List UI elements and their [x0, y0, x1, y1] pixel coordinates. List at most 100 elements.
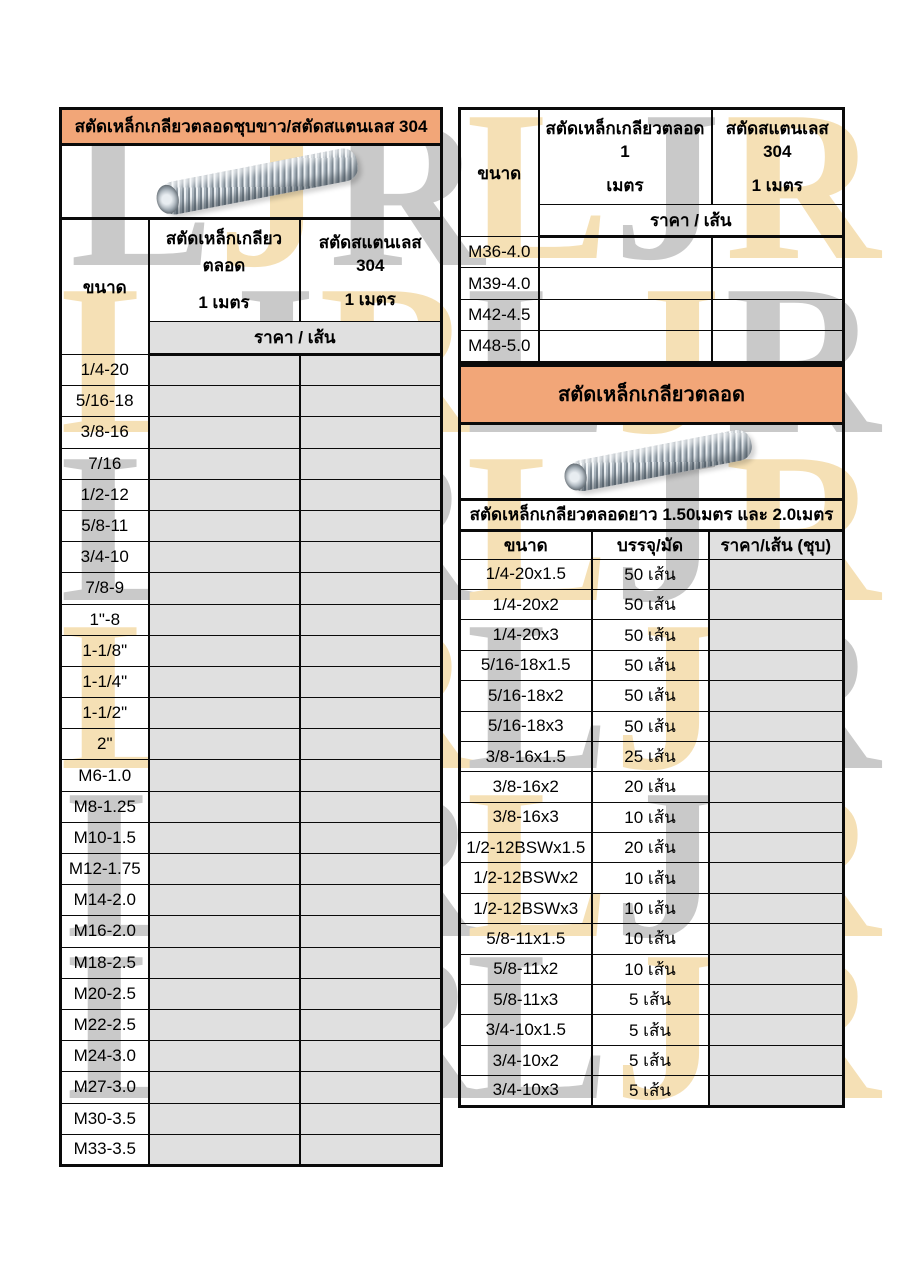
size-cell: M39-4.0 [459, 267, 539, 300]
lower-right-table: สตัดเหล็กเกลียวตลอด สตัดเหล็กเกลียวตลอดย… [458, 363, 845, 1108]
size-cell: 5/8-11x2 [459, 953, 592, 986]
size-cell: 3/4-10x3 [459, 1075, 592, 1107]
price-cell [707, 1044, 844, 1077]
price-cell-steel [147, 790, 300, 823]
left-col-header-size: ขนาด [60, 218, 149, 355]
price-cell-stainless [298, 759, 443, 792]
table-row: 1/4-20x2 50 เส้น [459, 588, 844, 621]
pack-qty-cell: 20 เส้น [590, 832, 709, 864]
price-cell-stainless [298, 634, 443, 667]
size-cell: M10-1.5 [60, 821, 149, 855]
right-col-header-stainless: สตัดสแตนเลส 304 1 เมตร [710, 108, 844, 205]
size-cell: M36-4.0 [459, 235, 539, 269]
lower-col-header-pack: บรรจุ/มัด [590, 529, 709, 560]
right-col-header-steel: สตัดเหล็กเกลียวตลอด 1 เมตร [537, 108, 712, 205]
size-cell: M33-3.5 [60, 1133, 149, 1166]
price-cell-stainless [298, 541, 443, 574]
size-cell: 1/2-12BSWx2 [459, 862, 592, 894]
price-cell [707, 984, 844, 1016]
price-cell-steel [147, 697, 300, 730]
table-row: 3/4-10x3 5 เส้น [459, 1075, 844, 1107]
table-row: 5/8-11x2 10 เส้น [459, 953, 844, 986]
table-row: M33-3.5 [60, 1133, 443, 1166]
price-cell [707, 892, 844, 925]
price-cell-stainless [298, 447, 443, 480]
price-cell-steel [147, 1040, 300, 1073]
price-cell [707, 801, 844, 834]
price-cell-steel [147, 478, 300, 511]
table-row: M48-5.0 [459, 330, 844, 363]
size-cell: M16-2.0 [60, 915, 149, 948]
size-cell: M20-2.5 [60, 977, 149, 1010]
price-cell-stainless [298, 821, 443, 855]
lower-right-caption: สตัดเหล็กเกลียวตลอดยาว 1.50เมตร และ 2.0เ… [459, 498, 844, 532]
size-cell: 5/16-18 [60, 385, 149, 418]
price-cell-steel [537, 235, 712, 269]
left-table-title: สตัดเหล็กเกลียวตลอดชุบขาว/สตัดสแตนเลส 30… [59, 108, 443, 146]
price-cell [707, 771, 844, 803]
pack-qty-cell: 10 เส้น [590, 923, 709, 955]
table-row: M42-4.5 [459, 298, 844, 332]
left-price-table: สตัดเหล็กเกลียวตลอดชุบขาว/สตัดสแตนเลส 30… [59, 107, 444, 1167]
size-cell: 2" [60, 728, 149, 761]
pack-qty-cell: 10 เส้น [590, 801, 709, 834]
size-cell: 5/8-11x1.5 [459, 923, 592, 955]
size-cell: M18-2.5 [60, 946, 149, 979]
size-cell: 3/8-16 [60, 416, 149, 449]
price-cell [707, 619, 844, 651]
price-cell-stainless [298, 603, 443, 636]
size-cell: 1/2-12 [60, 478, 149, 511]
price-cell-steel [537, 298, 712, 332]
size-cell: 1"-8 [60, 603, 149, 636]
price-cell-stainless [710, 298, 844, 332]
pack-qty-cell: 50 เส้น [590, 619, 709, 651]
table-row: 1-1/4" [60, 665, 443, 699]
size-cell: 5/8-11 [60, 509, 149, 543]
lower-col-header-price: ราคา/เส้น (ชุบ) [707, 529, 844, 560]
size-cell: 1/4-20x3 [459, 619, 592, 651]
size-cell: 3/4-10x2 [459, 1044, 592, 1077]
pack-qty-cell: 50 เส้น [590, 649, 709, 682]
size-cell: 5/16-18x3 [459, 710, 592, 742]
price-cell [707, 1014, 844, 1046]
table-row: M24-3.0 [60, 1040, 443, 1073]
left-col-header-stainless: สตัดสแตนเลส 304 1 เมตร [298, 218, 443, 322]
size-cell: 1/4-20x1.5 [459, 558, 592, 590]
price-cell [707, 558, 844, 590]
table-row: M30-3.5 [60, 1102, 443, 1135]
table-row: 7/8-9 [60, 572, 443, 605]
table-row: 1/2-12BSWx3 10 เส้น [459, 892, 844, 925]
threaded-rod-image [463, 425, 840, 497]
size-cell: 7/16 [60, 447, 149, 480]
table-row: M36-4.0 [459, 235, 844, 269]
price-cell-stainless [298, 1008, 443, 1042]
table-row: M22-2.5 [60, 1008, 443, 1042]
table-row: 3/4-10x2 5 เส้น [459, 1044, 844, 1077]
price-cell-steel [147, 1102, 300, 1135]
price-cell-steel [147, 634, 300, 667]
price-cell [707, 588, 844, 621]
table-row: 1/4-20 [60, 353, 443, 387]
price-cell-stainless [710, 267, 844, 300]
price-cell-steel [147, 728, 300, 761]
size-cell: 5/16-18x1.5 [459, 649, 592, 682]
table-row: 3/8-16x2 20 เส้น [459, 771, 844, 803]
price-cell-stainless [298, 790, 443, 823]
table-row: M8-1.25 [60, 790, 443, 823]
price-cell-stainless [298, 509, 443, 543]
pack-qty-cell: 50 เส้น [590, 558, 709, 590]
price-cell-stainless [298, 884, 443, 917]
size-cell: 3/8-16x2 [459, 771, 592, 803]
table-row: 5/16-18x3 50 เส้น [459, 710, 844, 742]
price-cell-stainless [298, 353, 443, 387]
price-cell-stainless [298, 478, 443, 511]
table-row: 1/4-20x1.5 50 เส้น [459, 558, 844, 590]
pack-qty-cell: 5 เส้น [590, 984, 709, 1016]
size-cell: M24-3.0 [60, 1040, 149, 1073]
pack-qty-cell: 5 เส้น [590, 1075, 709, 1107]
size-cell: 3/4-10x1.5 [459, 1014, 592, 1046]
size-cell: 1-1/8" [60, 634, 149, 667]
price-cell-stainless [298, 572, 443, 605]
lower-right-title: สตัดเหล็กเกลียวตลอด [459, 364, 844, 425]
